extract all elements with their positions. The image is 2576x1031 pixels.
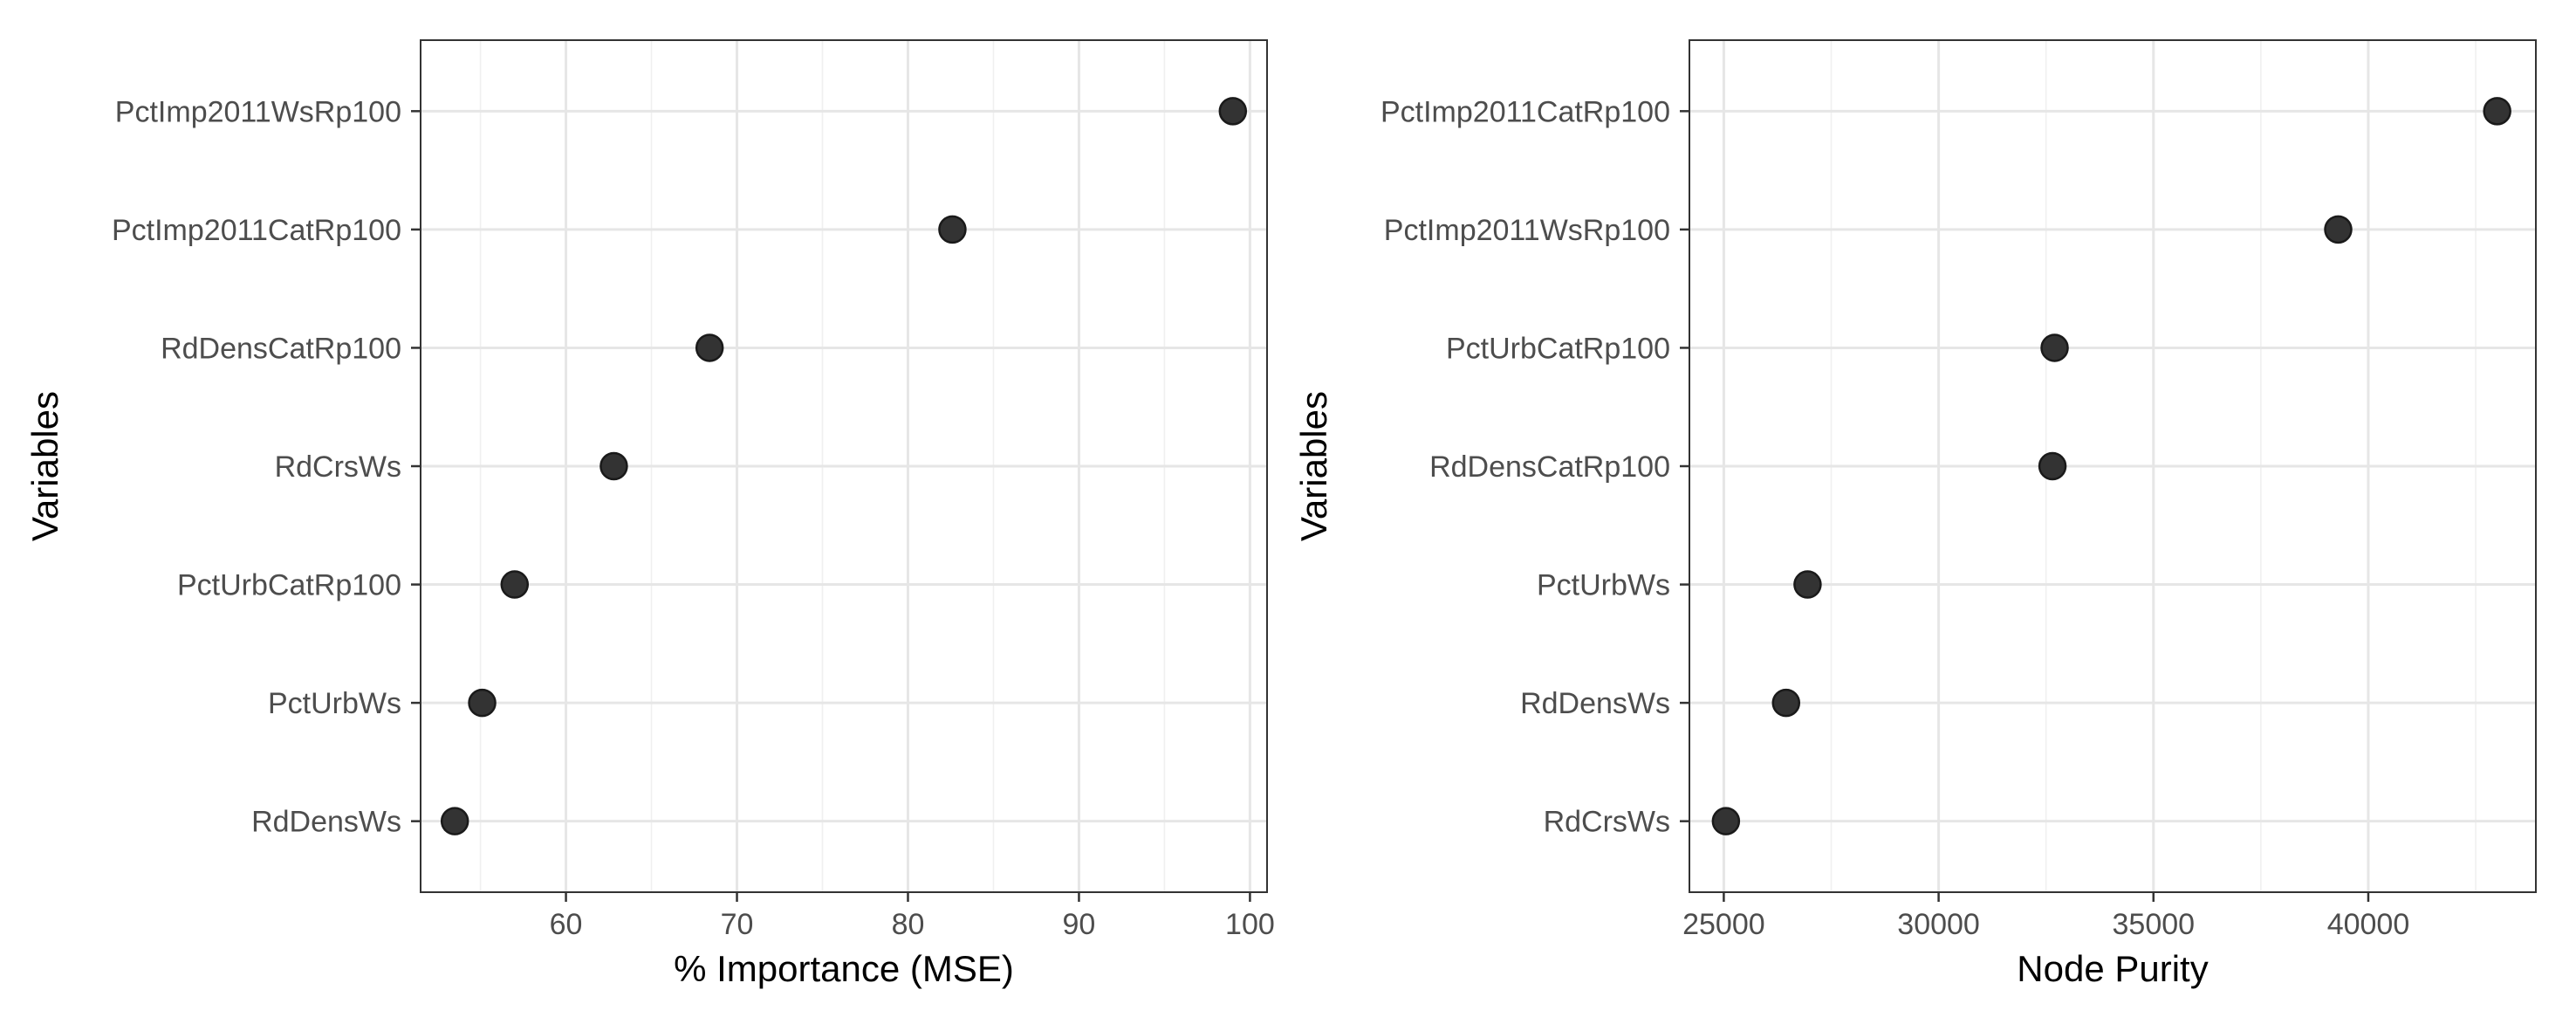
x-tick-label: 70 [721,908,754,941]
x-axis-title: % Importance (MSE) [674,948,1014,989]
data-point [468,688,497,718]
x-tick-label: 60 [550,908,583,941]
y-axis-title: Variables [1293,391,1334,541]
y-tick-label: PctImp2011CatRp100 [1380,95,1670,128]
data-point [2040,333,2069,362]
y-tick-label: PctUrbWs [268,687,401,720]
y-tick-label: RdDensWs [251,806,401,839]
data-point [2038,451,2067,481]
y-tick-label: PctUrbCatRp100 [1446,332,1670,365]
x-axis-title: Node Purity [2017,948,2208,989]
node-purity-panel: PctImp2011CatRp100 PctImp2011WsRp100 PctUr… [1293,39,2537,989]
y-tick-label: RdDensCatRp100 [161,332,401,365]
mse-importance-panel: PctImp2011WsRp100 PctImp2011CatRp100 RdDen… [24,39,1275,989]
y-axis-title: Variables [24,391,65,541]
data-point [500,570,530,599]
x-tick-label: 30000 [1897,908,1980,941]
x-tick-label: 35000 [2113,908,2196,941]
data-point [1711,807,1741,835]
y-tick-label: RdCrsWs [275,450,401,484]
y-tick-label: RdCrsWs [1544,806,1670,839]
y-tick-label: RdDensWs [1520,687,1670,720]
data-point [2324,215,2353,244]
y-tick-label: RdDensCatRp100 [1429,450,1670,484]
x-tick-label: 90 [1063,908,1096,941]
data-point [938,215,967,244]
data-point [1793,570,1822,599]
data-point [1218,97,1248,126]
data-point [440,807,469,835]
data-point [2483,97,2511,126]
y-tick-label: PctUrbCatRp100 [177,569,401,602]
data-point [695,333,724,362]
y-tick-label: PctImp2011WsRp100 [1384,214,1670,247]
y-tick-label: PctUrbWs [1537,569,1670,602]
x-tick-label: 100 [1225,908,1275,941]
x-tick-label: 25000 [1682,908,1765,941]
y-tick-label: PctImp2011CatRp100 [112,214,401,247]
x-tick-label: 40000 [2327,908,2410,941]
data-point [1771,688,1801,718]
x-tick-label: 80 [892,908,925,941]
data-point [599,451,628,481]
y-tick-label: PctImp2011WsRp100 [115,95,401,128]
